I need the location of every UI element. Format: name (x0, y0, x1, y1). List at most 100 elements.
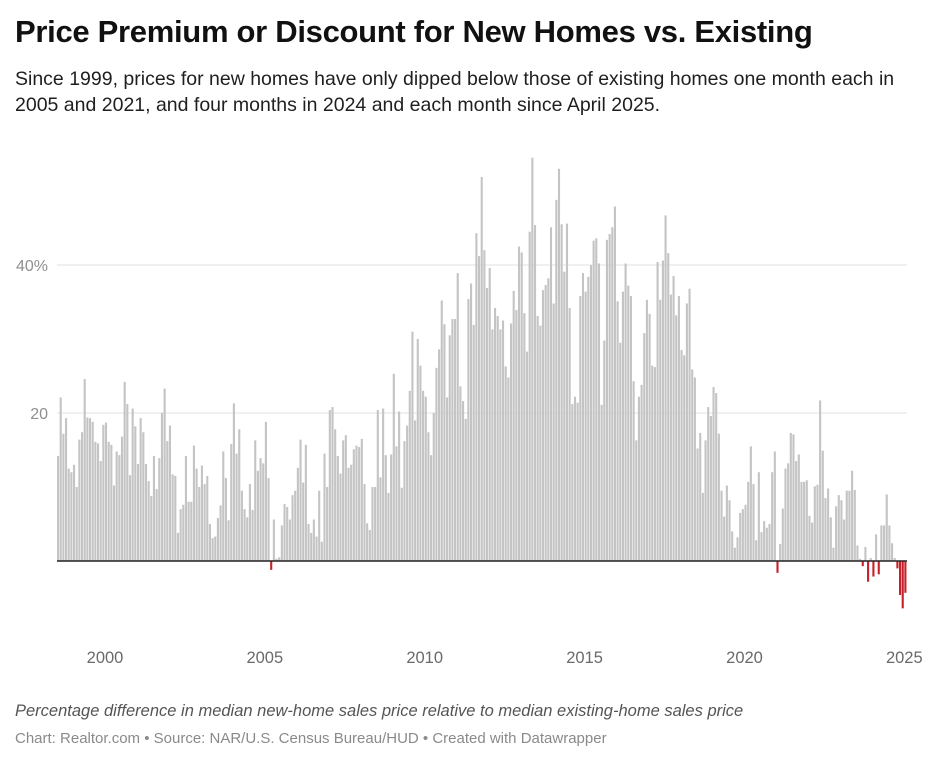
bar-premium (464, 418, 467, 561)
bar-premium (371, 487, 374, 561)
bar-premium (184, 455, 188, 561)
bar-premium (765, 527, 768, 561)
bar-premium (744, 504, 747, 561)
bar-premium (587, 276, 590, 561)
bar-premium (853, 489, 856, 561)
bar-premium (462, 401, 465, 561)
bar-premium (589, 265, 593, 561)
bar-premium (187, 501, 190, 561)
bar-premium (368, 529, 371, 561)
bar-premium (533, 225, 537, 562)
bar-premium (805, 480, 808, 561)
bar-premium (304, 444, 307, 561)
bar-premium (478, 256, 481, 561)
x-tick-label: 2025 (886, 649, 923, 667)
bar-premium (688, 288, 691, 561)
bar-premium (635, 440, 638, 561)
bar-premium (358, 447, 361, 561)
bar-premium (104, 422, 108, 561)
bar-premium (573, 396, 577, 561)
bar-premium (797, 454, 800, 561)
bar-premium (584, 291, 587, 561)
bar-premium (835, 506, 838, 561)
bar-premium (307, 524, 310, 561)
bar-premium (760, 532, 763, 561)
bar-premium (723, 516, 726, 561)
bar-premium (414, 420, 417, 561)
bar-premium (406, 425, 409, 561)
bar-premium (435, 367, 438, 561)
bar-discount (896, 561, 899, 569)
bar-premium (499, 329, 502, 561)
bar-premium (107, 441, 110, 561)
bar-discount (861, 561, 864, 567)
bar-premium (176, 532, 180, 561)
bar-premium (752, 484, 755, 561)
bar-discount (776, 561, 779, 573)
bar-premium (70, 472, 73, 561)
bar-premium (264, 421, 267, 561)
bar-premium (712, 387, 715, 561)
bar-premium (539, 325, 542, 561)
bar-premium (483, 250, 486, 561)
bar-premium (552, 303, 555, 561)
bar-premium (280, 525, 283, 561)
bar-premium (123, 381, 126, 561)
bar-premium (875, 534, 878, 561)
bar-premium (86, 417, 89, 561)
bar-premium (168, 425, 172, 561)
bar-premium (885, 494, 888, 561)
bar-premium (773, 451, 776, 561)
bar-premium (749, 446, 752, 561)
bar-premium (448, 335, 451, 561)
bar-premium (845, 490, 848, 561)
bar-premium (893, 558, 896, 561)
bar-premium (643, 333, 646, 561)
bar-premium (851, 470, 854, 561)
bar-premium (848, 490, 851, 561)
bar-discount (901, 561, 904, 609)
bar-discount (899, 561, 902, 596)
bar-premium (603, 340, 606, 561)
bar-premium (339, 473, 342, 561)
bar-premium (781, 508, 784, 561)
bar-premium (208, 524, 211, 561)
bar-premium (653, 367, 656, 561)
bar-premium (443, 324, 446, 561)
bar-premium (147, 481, 150, 561)
bar-premium (408, 390, 411, 561)
bar-premium (504, 366, 507, 561)
bar-premium (720, 490, 723, 561)
bar-premium (808, 515, 811, 561)
bar-premium (214, 536, 217, 561)
bar-premium (299, 439, 302, 561)
bar-premium (608, 233, 611, 562)
bar-premium (142, 432, 145, 561)
bar-premium (382, 408, 385, 561)
bar-premium (880, 525, 883, 561)
bar-premium (72, 464, 76, 561)
bar-premium (80, 432, 84, 561)
bar-premium (283, 504, 286, 561)
bar-premium (296, 467, 299, 561)
bar-premium (384, 455, 387, 561)
bar-premium (419, 365, 422, 561)
bar-premium (784, 468, 787, 561)
bar-premium (493, 307, 497, 561)
bar-premium (733, 547, 736, 561)
chart-byline: Chart: Realtor.com • Source: NAR/U.S. Ce… (15, 730, 607, 747)
bar-premium (736, 537, 739, 561)
bar-premium (699, 432, 702, 561)
bar-premium (395, 446, 398, 561)
bar-premium (302, 482, 305, 561)
bar-premium (59, 397, 62, 561)
bar-premium (278, 557, 281, 561)
bar-premium (637, 396, 640, 561)
bar-premium (451, 319, 454, 561)
bar-premium (707, 407, 710, 561)
bar-premium (757, 472, 760, 561)
bar-premium (275, 558, 278, 561)
bar-premium (126, 404, 129, 561)
bar-premium (128, 475, 132, 561)
bar-premium (605, 239, 609, 561)
